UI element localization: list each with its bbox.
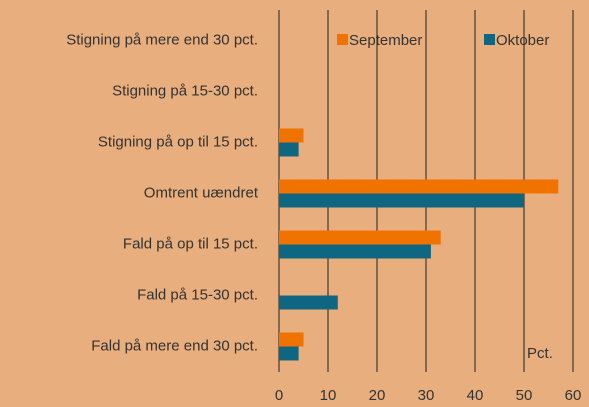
bar xyxy=(279,142,299,157)
bar xyxy=(279,295,338,310)
y-tick-label: Fald på 15-30 pct. xyxy=(137,286,258,303)
x-tick-label: 50 xyxy=(516,387,533,404)
legend-swatch xyxy=(484,34,495,45)
x-tick-label: 0 xyxy=(275,387,283,404)
legend-label: Oktober xyxy=(496,32,549,49)
bar xyxy=(279,244,431,259)
bar xyxy=(279,128,304,143)
y-tick-label: Stigning på mere end 30 pct. xyxy=(66,31,258,48)
x-tick-label: 60 xyxy=(565,387,582,404)
legend-label: September xyxy=(349,32,422,49)
y-tick-label: Fald på op til 15 pct. xyxy=(123,235,258,252)
y-tick-label: Stigning på 15-30 pct. xyxy=(112,82,258,99)
bar xyxy=(279,230,441,245)
x-tick-label: 40 xyxy=(467,387,484,404)
y-tick-label: Fald på mere end 30 pct. xyxy=(91,337,258,354)
y-tick-label: Omtrent uændret xyxy=(144,184,259,201)
x-tick-label: 20 xyxy=(369,387,386,404)
bar xyxy=(279,346,299,361)
x-tick-label: 10 xyxy=(320,387,337,404)
bar xyxy=(279,193,524,208)
x-tick-label: 30 xyxy=(418,387,435,404)
y-tick-label: Stigning på op til 15 pct. xyxy=(98,133,258,150)
bar xyxy=(279,179,559,194)
annotation: Pct. xyxy=(527,345,553,362)
bar xyxy=(279,332,304,347)
legend-swatch xyxy=(337,34,348,45)
